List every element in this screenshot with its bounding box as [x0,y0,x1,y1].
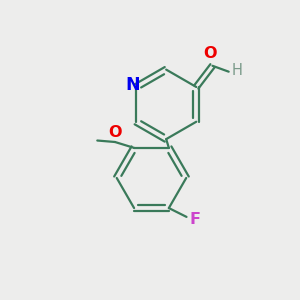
Text: F: F [190,212,201,227]
Text: H: H [232,63,242,78]
Text: O: O [203,46,217,61]
Text: O: O [108,125,122,140]
Text: N: N [126,76,140,94]
